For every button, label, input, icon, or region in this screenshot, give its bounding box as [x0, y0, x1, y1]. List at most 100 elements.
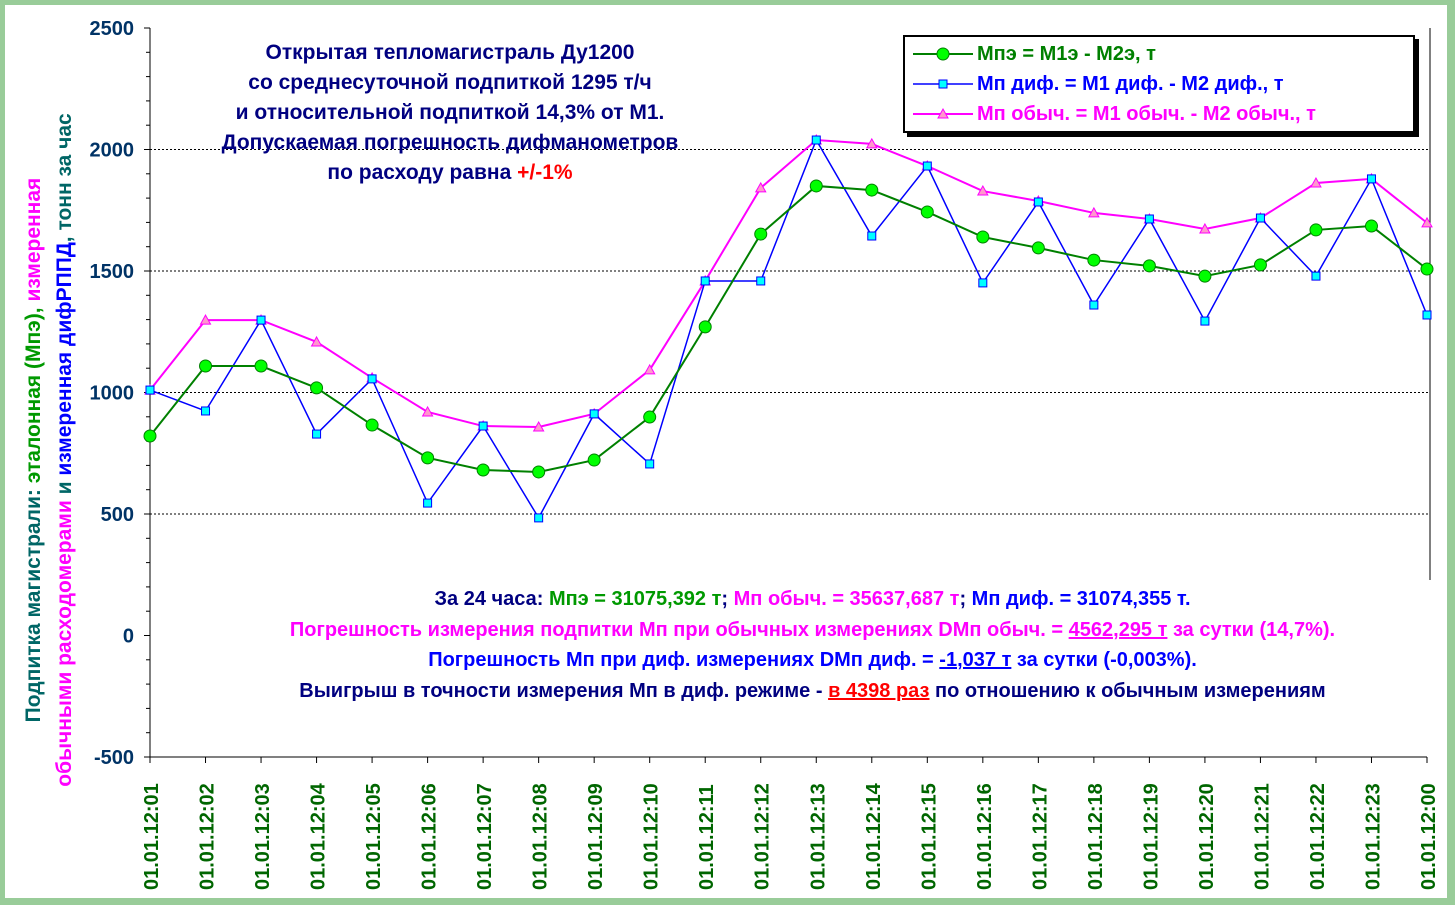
x-tick-label: 01.01.12:18	[1085, 783, 1107, 890]
data-point	[310, 335, 323, 347]
data-point	[809, 179, 823, 193]
x-tick-label: 01.01.12:14	[863, 782, 885, 890]
data-point	[922, 161, 932, 171]
ann-text: Мпэ = 31075,392 т	[548, 588, 722, 610]
data-point	[310, 381, 324, 395]
x-tick-label: 01.01.12:16	[974, 783, 996, 890]
data-point	[1199, 222, 1211, 234]
title-tolerance: +/-1%	[517, 161, 573, 184]
x-tick-label: 01.01.12:12	[752, 783, 774, 890]
data-point	[811, 135, 821, 145]
ylabel-part: обычными расходомерами	[53, 500, 76, 787]
ann-text: За 24 часа:	[434, 588, 549, 610]
data-point	[201, 406, 211, 416]
data-point	[698, 320, 712, 334]
y-tick-label: 500	[101, 504, 134, 526]
data-point	[254, 359, 268, 373]
x-tick-label: 01.01.12:22	[1307, 783, 1329, 890]
legend-marker-triangle-icon	[913, 107, 973, 119]
data-point	[532, 420, 545, 432]
data-point	[199, 314, 212, 325]
ann-text: ;	[721, 588, 734, 610]
data-point	[978, 278, 988, 288]
data-point	[1309, 223, 1323, 237]
data-point	[756, 276, 766, 286]
ylabel-part: измеренная	[22, 177, 45, 302]
ylabel-part: и	[53, 475, 76, 501]
title-line: Допускаемая погрешность дифманометров	[221, 131, 679, 154]
legend: Мпэ = М1э - М2э, т Мп диф. = М1 диф. - М…	[903, 35, 1415, 133]
data-point	[754, 227, 768, 241]
data-point	[700, 276, 710, 286]
x-tick-label: 01.01.12:02	[197, 783, 219, 890]
legend-label: Мпэ = М1э - М2э, т	[977, 43, 1156, 65]
ann-text: Выигрыш в точности измерения Мп в диф. р…	[299, 680, 829, 702]
x-tick-label: 01.01.12:08	[530, 783, 552, 890]
data-point	[256, 315, 266, 325]
data-point	[1421, 216, 1433, 228]
data-point	[1255, 213, 1265, 223]
data-point	[1198, 269, 1212, 283]
x-tick-label: 01.01.12:00	[1418, 783, 1440, 890]
data-point	[754, 181, 767, 193]
data-point	[1420, 262, 1434, 276]
title-line: Открытая тепломагистраль Ду1200	[265, 41, 635, 64]
ann-value: в 4398 раз	[828, 680, 930, 702]
data-point	[587, 453, 601, 467]
data-point	[1200, 316, 1210, 326]
x-tick-label: 01.01.12:01	[141, 783, 163, 890]
title-line: со среднесуточной подпиткой 1295 т/ч	[248, 71, 652, 94]
legend-item: Мп диф. = М1 диф. - М2 диф., т	[905, 69, 1413, 99]
ylabel-part: , тонн за час	[53, 113, 76, 243]
data-point	[643, 363, 656, 375]
legend-label: Мп обыч. = М1 обыч. - М2 обыч., т	[977, 103, 1316, 125]
x-tick-label: 01.01.12:05	[363, 783, 385, 890]
data-point	[532, 465, 546, 479]
title-line: и относительной подпиткой 14,3% от М1.	[235, 101, 665, 124]
chart-frame	[5, 5, 1447, 898]
title-line: по расходу равна +/-1%	[170, 158, 730, 188]
x-tick-label: 01.01.12:06	[419, 783, 441, 890]
ann-text: Погрешность измерения подпитки Мп при об…	[289, 619, 1069, 641]
y-tick-label: 1500	[90, 261, 135, 283]
data-point	[865, 137, 878, 149]
x-tick-label: 01.01.12:19	[1140, 783, 1162, 890]
y-tick-label: 0	[123, 626, 134, 648]
data-point	[534, 513, 544, 523]
series-line	[149, 184, 1428, 473]
title-text: по расходу равна	[327, 161, 518, 184]
data-point	[478, 421, 488, 431]
ann-text: за сутки (14,7%).	[1167, 619, 1336, 641]
x-tick-label: 01.01.12:13	[807, 783, 829, 890]
data-point	[1089, 300, 1099, 310]
error-ordinary-line: Погрешность измерения подпитки Мп при об…	[170, 619, 1455, 642]
x-tick-label: 01.01.12:10	[641, 783, 663, 890]
data-point	[1144, 214, 1154, 224]
data-point	[1087, 253, 1101, 267]
x-tick-label: 01.01.12:07	[474, 783, 496, 890]
data-point	[1253, 258, 1267, 272]
data-point	[976, 185, 989, 196]
data-point	[976, 230, 990, 244]
ann-value: 4562,295 т	[1068, 619, 1168, 641]
legend-marker-square-icon	[913, 79, 973, 89]
data-point	[1364, 219, 1378, 233]
x-tick-label: 01.01.12:20	[1196, 783, 1218, 890]
series-line	[149, 138, 1428, 520]
legend-label: Мп диф. = М1 диф. - М2 диф., т	[977, 73, 1284, 95]
data-point	[367, 374, 377, 384]
data-point	[421, 405, 434, 417]
data-point	[423, 498, 433, 508]
data-point	[865, 183, 879, 197]
ylabel-part: эталонная (Мпэ),	[22, 301, 45, 484]
data-point	[1033, 197, 1043, 207]
data-point	[643, 410, 657, 424]
data-point	[1142, 259, 1156, 273]
ann-text: Мп обыч. = 35637,687 т	[733, 588, 960, 610]
ann-text: Погрешность Мп при диф. измерениях DМп д…	[428, 649, 940, 671]
x-tick-label: 01.01.12:03	[252, 783, 274, 890]
data-point	[145, 385, 155, 395]
data-point	[645, 459, 655, 469]
legend-item: Мп обыч. = М1 обыч. - М2 обыч., т	[905, 99, 1413, 129]
legend-item: Мпэ = М1э - М2э, т	[905, 39, 1413, 69]
